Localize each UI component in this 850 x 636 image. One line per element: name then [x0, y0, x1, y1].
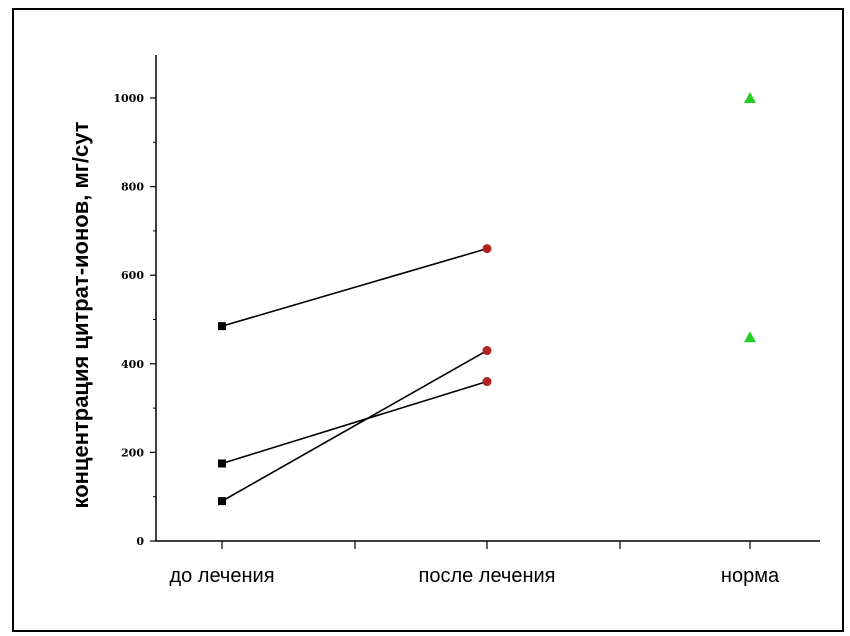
- y-tick-label: 800: [121, 181, 144, 194]
- series-line: [221, 247, 488, 327]
- chart-frame: [12, 8, 844, 632]
- markers-group: [218, 92, 756, 506]
- axes: [155, 55, 820, 542]
- y-tick-label: 200: [121, 446, 144, 459]
- y-axis-title: концентрация цитрат-ионов, мг/сут: [68, 121, 93, 508]
- data-point-square: [218, 459, 226, 468]
- x-tick-label: норма: [721, 565, 780, 587]
- y-tick-label: 0: [136, 535, 144, 548]
- series-group: [221, 247, 488, 502]
- y-tick-label: 1000: [113, 92, 144, 105]
- x-ticks: до лечения после лечения норма: [169, 541, 780, 587]
- data-point-circle: [482, 244, 492, 254]
- series-line: [221, 380, 488, 465]
- data-point-square: [218, 322, 226, 331]
- y-ticks: 0 200 400 600 800 1000: [113, 92, 156, 548]
- data-point-circle: [482, 377, 492, 387]
- data-point-triangle: [744, 92, 756, 103]
- data-point-circle: [482, 346, 492, 356]
- x-tick-label: до лечения: [169, 565, 274, 587]
- data-point-square: [218, 497, 226, 506]
- x-tick-label: после лечения: [418, 565, 555, 587]
- y-tick-label: 400: [121, 358, 144, 371]
- y-tick-label: 600: [121, 269, 144, 282]
- series-line: [221, 349, 488, 502]
- data-point-triangle: [744, 331, 756, 343]
